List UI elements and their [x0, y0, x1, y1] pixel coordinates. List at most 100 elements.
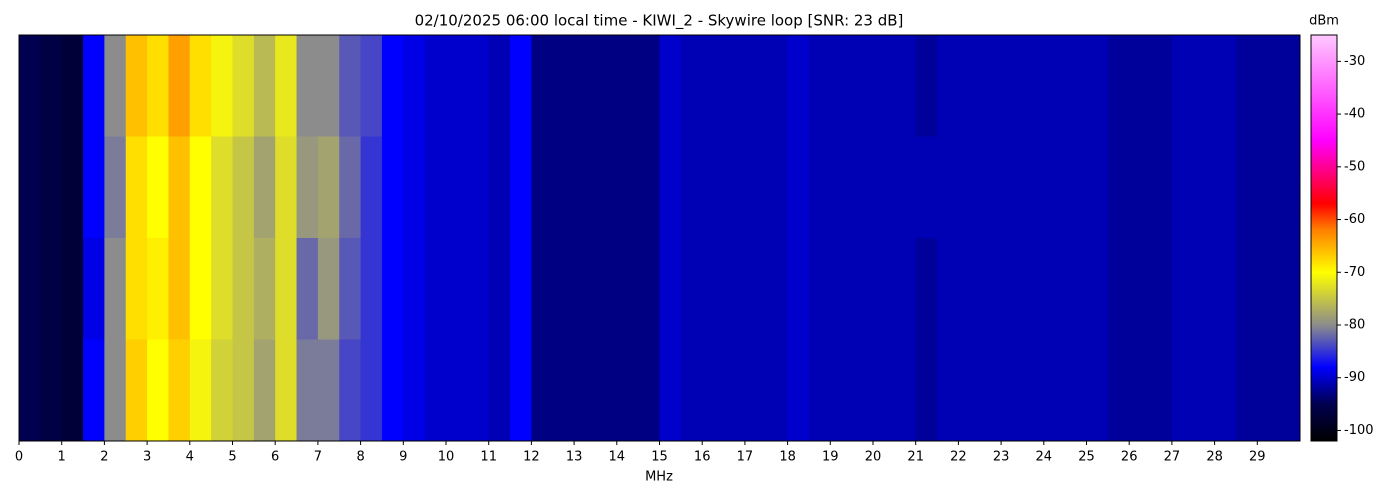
- heatmap-cell: [1107, 238, 1130, 340]
- heatmap-cell: [1043, 339, 1066, 442]
- heatmap-cell: [1022, 136, 1045, 239]
- heatmap-cell: [894, 136, 917, 239]
- heatmap-cell: [574, 35, 596, 137]
- heatmap-cell: [1193, 136, 1216, 239]
- x-axis-label: MHz: [645, 470, 673, 485]
- heatmap-cell: [125, 339, 148, 442]
- heatmap-cell: [83, 35, 105, 137]
- heatmap-cell: [979, 238, 1002, 340]
- x-tick-label: 22: [950, 450, 967, 465]
- heatmap-cell: [125, 238, 148, 340]
- x-tick-label: 13: [566, 450, 583, 465]
- heatmap-cell: [915, 136, 938, 239]
- x-tick-label: 16: [694, 450, 711, 465]
- heatmap-cell: [787, 35, 810, 137]
- heatmap-cell: [1171, 238, 1194, 340]
- heatmap-cell: [702, 339, 725, 442]
- heatmap-cell: [510, 339, 532, 442]
- heatmap-cell: [19, 35, 41, 137]
- heatmap-cell: [680, 238, 703, 340]
- heatmap-cell: [979, 339, 1002, 442]
- colorbar-label: dBm: [1309, 14, 1339, 29]
- heatmap-cell: [1043, 136, 1066, 239]
- heatmap-cell: [232, 238, 255, 340]
- heatmap-cell: [787, 238, 810, 340]
- heatmap-cell: [1065, 238, 1087, 340]
- heatmap-cell: [403, 136, 426, 239]
- heatmap-cell: [873, 339, 895, 442]
- heatmap-cell: [19, 339, 41, 442]
- heatmap-cell: [1022, 339, 1045, 442]
- heatmap-cell: [1001, 238, 1023, 340]
- heatmap-cell: [339, 339, 362, 442]
- heatmap-cell: [1257, 35, 1280, 137]
- heatmap-cell: [275, 238, 298, 340]
- heatmap-cell: [937, 238, 959, 340]
- heatmap-cell: [189, 35, 212, 137]
- heatmap-cell: [381, 35, 404, 137]
- heatmap-cell: [253, 238, 276, 340]
- heatmap-cell: [830, 339, 853, 442]
- heatmap-cell: [1022, 35, 1045, 137]
- x-tick-label: 18: [779, 450, 796, 465]
- heatmap-cell: [616, 238, 639, 340]
- heatmap-cell: [168, 339, 191, 442]
- heatmap-cell: [1278, 35, 1301, 137]
- heatmap-cell: [360, 35, 383, 137]
- heatmap-cell: [787, 339, 810, 442]
- heatmap-cell: [766, 35, 789, 137]
- heatmap-cell: [1257, 238, 1280, 340]
- x-tick-label: 2: [100, 450, 108, 465]
- heatmap-cell: [424, 238, 447, 340]
- heatmap-cell: [83, 238, 105, 340]
- colorbar-tick-label: -100: [1344, 423, 1374, 438]
- heatmap-cell: [211, 136, 233, 239]
- heatmap-cell: [1065, 136, 1087, 239]
- heatmap-cell: [189, 136, 212, 239]
- heatmap-cell: [1043, 35, 1066, 137]
- colorbar-tick-label: -30: [1344, 54, 1365, 69]
- heatmap-cell: [808, 35, 831, 137]
- heatmap-cell: [104, 339, 127, 442]
- heatmap-cell: [1129, 136, 1152, 239]
- heatmap-cell: [808, 339, 831, 442]
- chart-title: 02/10/2025 06:00 local time - KIWI_2 - S…: [415, 12, 904, 31]
- heatmap-cell: [360, 136, 383, 239]
- heatmap-cell: [808, 136, 831, 239]
- heatmap-cell: [253, 339, 276, 442]
- heatmap-cell: [125, 35, 148, 137]
- heatmap-cell: [317, 136, 340, 239]
- heatmap-cell: [339, 238, 362, 340]
- heatmap-cell: [958, 136, 981, 239]
- x-tick-label: 8: [356, 450, 364, 465]
- heatmap-cell: [638, 136, 660, 239]
- colorbar-tick-label: -60: [1344, 212, 1365, 227]
- heatmap-cell: [125, 136, 148, 239]
- heatmap-cell: [915, 238, 938, 340]
- x-tick-label: 11: [480, 450, 497, 465]
- heatmap-cell: [189, 339, 212, 442]
- heatmap-cell: [488, 238, 511, 340]
- heatmap-cell: [787, 136, 810, 239]
- x-tick-label: 17: [737, 450, 754, 465]
- heatmap-cell: [104, 35, 127, 137]
- heatmap-cell: [189, 238, 212, 340]
- heatmap-cell: [510, 35, 532, 137]
- heatmap-cell: [61, 238, 84, 340]
- heatmap-cell: [595, 238, 618, 340]
- heatmap-cell: [1086, 339, 1109, 442]
- heatmap-cell: [147, 238, 169, 340]
- heatmap-cell: [766, 238, 789, 340]
- heatmap-cell: [595, 35, 618, 137]
- heatmap-cell: [574, 339, 596, 442]
- heatmap-cell: [275, 136, 298, 239]
- heatmap-cell: [531, 35, 554, 137]
- heatmap-cell: [659, 238, 682, 340]
- heatmap-cell: [873, 136, 895, 239]
- heatmap-cell: [1129, 339, 1152, 442]
- heatmap-cell: [1193, 238, 1216, 340]
- heatmap-cell: [894, 35, 917, 137]
- x-tick-label: 7: [314, 450, 322, 465]
- heatmap-cell: [574, 136, 596, 239]
